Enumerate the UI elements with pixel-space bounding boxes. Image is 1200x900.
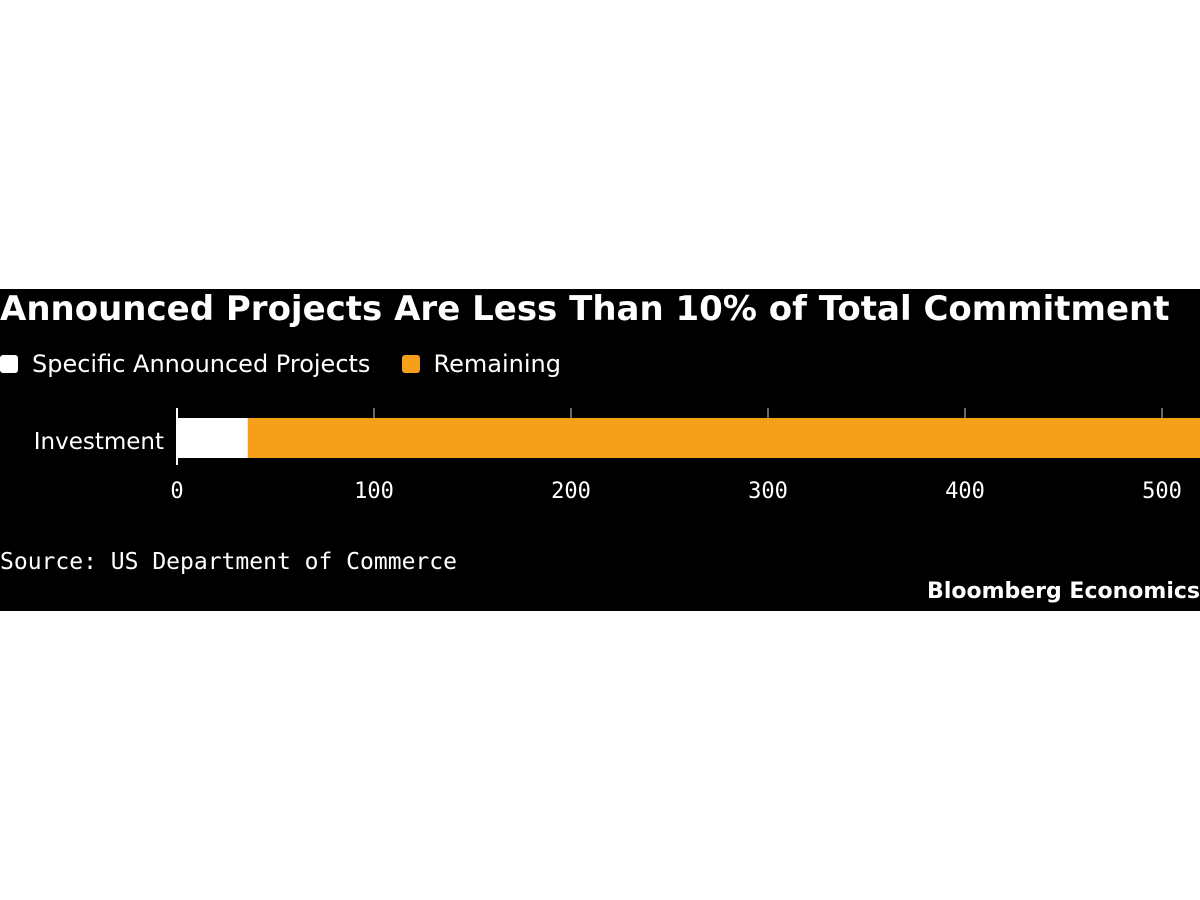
source-note: Source: US Department of Commerce — [0, 549, 457, 575]
chart-panel: Announced Projects Are Less Than 10% of … — [0, 289, 1200, 611]
x-tick-label-300: 300 — [748, 479, 788, 504]
bar-remaining — [247, 418, 1200, 458]
legend-swatch-specific-announced-projects — [0, 355, 18, 373]
bar-chart: Investment 0 100 200 300 400 500 — [34, 408, 1200, 504]
x-tick-label-500: 500 — [1142, 479, 1182, 504]
legend-item-remaining: Remaining — [401, 347, 561, 381]
x-tick-label-0: 0 — [170, 479, 183, 504]
bar-segments — [177, 418, 1200, 458]
legend-swatch-remaining — [401, 355, 420, 373]
x-tick-label-100: 100 — [354, 479, 394, 504]
legend: Specific Announced Projects Remaining — [0, 347, 587, 381]
brand-logo: Bloomberg Economics — [927, 579, 1200, 604]
bar-specific-announced-projects — [177, 418, 248, 458]
x-tick-label-400: 400 — [945, 479, 985, 504]
legend-item-specific-announced-projects: Specific Announced Projects — [0, 347, 370, 381]
legend-label-remaining: Remaining — [433, 350, 561, 378]
chart-title: Announced Projects Are Less Than 10% of … — [0, 289, 1170, 329]
category-label-investment: Investment — [34, 429, 164, 455]
x-tick-label-200: 200 — [551, 479, 591, 504]
legend-label-specific-announced-projects: Specific Announced Projects — [32, 350, 371, 378]
x-axis-ticks — [373, 408, 1163, 418]
x-axis-tick-labels: 0 100 200 300 400 500 — [170, 479, 1182, 504]
